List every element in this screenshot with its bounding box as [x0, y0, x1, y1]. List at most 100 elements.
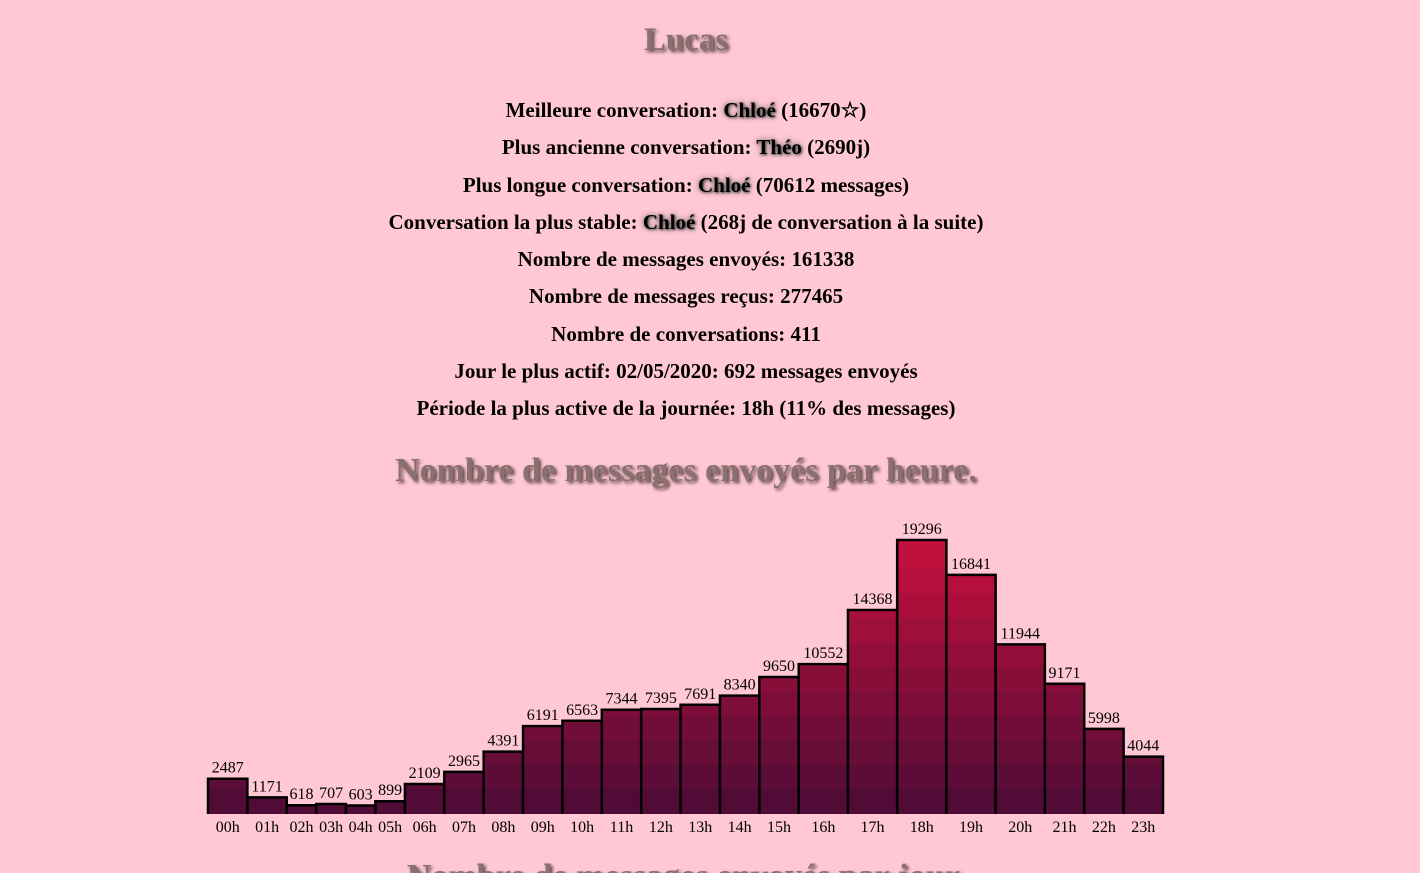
bar-band	[641, 740, 681, 765]
bar-band	[1044, 765, 1085, 790]
bar-band	[375, 801, 405, 814]
x-tick-label: 00h	[216, 819, 240, 836]
bar-group: 603 04h	[344, 786, 377, 836]
x-tick-label: 12h	[649, 819, 673, 836]
bar-value-label: 7691	[684, 686, 716, 703]
bar-group: 14368 17h	[846, 591, 899, 836]
bar-value-label: 10552	[803, 645, 843, 662]
bar-band	[847, 691, 898, 716]
bar-band	[719, 695, 760, 716]
chart-title: Nombre de messages envoyés par heure.	[395, 452, 977, 489]
bar-band	[404, 784, 445, 790]
stat-detail: (268j de conversation à la suite)	[695, 209, 984, 234]
bar-band	[995, 716, 1045, 741]
bar-band	[897, 667, 947, 692]
bar-band	[1044, 716, 1085, 741]
x-tick-label: 02h	[290, 819, 314, 836]
bar-band	[897, 642, 947, 667]
bar-group: 899 05h	[374, 782, 407, 836]
bar-band	[247, 797, 287, 814]
x-tick-label: 23h	[1131, 819, 1155, 836]
bar-band	[562, 789, 602, 814]
bar-group: 6563 10h	[561, 702, 604, 836]
bar-band	[847, 609, 898, 618]
bar-band	[483, 789, 524, 814]
x-tick-label: 01h	[255, 819, 279, 836]
bar-band	[847, 618, 898, 643]
bar-band	[601, 765, 642, 790]
stat-line: Conversation la plus stable: Chloé (268j…	[0, 205, 1372, 242]
stat-line: Plus longue conversation: Chloé (70612 m…	[0, 168, 1372, 205]
bar-group: 7395 12h	[639, 690, 682, 836]
bar-band	[1123, 789, 1163, 814]
bar-band	[601, 709, 642, 716]
x-tick-label: 17h	[861, 819, 885, 836]
bar-band	[404, 789, 445, 814]
stat-line: Jour le plus actif: 02/05/2020: 692 mess…	[0, 354, 1372, 391]
bar-band	[847, 765, 898, 790]
bar-group: 16841 19h	[945, 556, 997, 836]
stat-contact-name: Chloé	[697, 172, 751, 197]
bar-band	[680, 704, 720, 716]
bar-band	[641, 716, 681, 741]
x-tick-label: 08h	[491, 819, 515, 836]
bar-band	[1123, 756, 1163, 765]
bar-band	[444, 789, 484, 814]
bar-value-label: 16841	[951, 556, 991, 573]
bar-band	[1123, 765, 1163, 790]
x-tick-label: 04h	[349, 819, 373, 836]
bar-band	[719, 716, 760, 741]
bar-value-label: 618	[290, 786, 314, 803]
bar-band	[946, 716, 996, 741]
bar-value-label: 6563	[566, 702, 598, 719]
bar-group: 6191 09h	[521, 707, 564, 836]
bar-band	[946, 691, 996, 716]
bar-group: 10552 16h	[797, 645, 850, 836]
x-tick-label: 15h	[767, 819, 791, 836]
bar-band	[680, 789, 720, 814]
bar-band	[1044, 789, 1085, 814]
stat-label: Nombre de messages reçus: 277465	[528, 284, 844, 309]
bar-band	[759, 691, 799, 716]
bar-band	[995, 691, 1045, 716]
bar-band	[483, 765, 524, 790]
bar-band	[1084, 765, 1124, 790]
bar-band	[562, 765, 602, 790]
stat-line: Nombre de messages reçus: 277465	[0, 279, 1372, 316]
bar-band	[680, 716, 720, 741]
bar-band	[847, 740, 898, 765]
bar-band	[1084, 789, 1124, 814]
x-tick-label: 05h	[378, 819, 402, 836]
bar-band	[946, 593, 996, 618]
bar-band	[601, 789, 642, 814]
bar-band	[523, 740, 563, 765]
bar-group: 4044 23h	[1122, 738, 1165, 836]
stat-detail: (70612 messages)	[750, 172, 910, 197]
x-tick-label: 19h	[959, 819, 983, 836]
bar-group: 11944 20h	[994, 625, 1047, 836]
bar-band	[798, 691, 848, 716]
bar-group: 9171 21h	[1043, 665, 1086, 836]
bar-value-label: 2965	[448, 753, 480, 770]
x-tick-label: 07h	[452, 819, 476, 836]
bar-band	[946, 642, 996, 667]
bar-band	[316, 803, 346, 814]
stat-line: Nombre de messages envoyés: 161338	[0, 242, 1372, 279]
x-tick-label: 18h	[910, 819, 934, 836]
bar-group: 8340 14h	[718, 677, 761, 836]
bar-band	[798, 765, 848, 790]
bar-band	[759, 789, 799, 814]
stat-label: Conversation la plus stable:	[388, 209, 643, 234]
bar-band	[759, 676, 799, 692]
bar-band	[798, 667, 848, 692]
bar-band	[847, 642, 898, 667]
bar-group: 7691 13h	[679, 686, 722, 836]
bar-group: 19296 18h	[895, 521, 948, 836]
bar-band	[759, 765, 799, 790]
stat-line: Nombre de conversations: 411	[0, 317, 1372, 354]
stat-label: Nombre de messages envoyés: 161338	[517, 247, 855, 272]
bar-value-label: 9171	[1049, 665, 1081, 682]
x-tick-label: 14h	[728, 819, 752, 836]
bar-band	[562, 720, 602, 741]
